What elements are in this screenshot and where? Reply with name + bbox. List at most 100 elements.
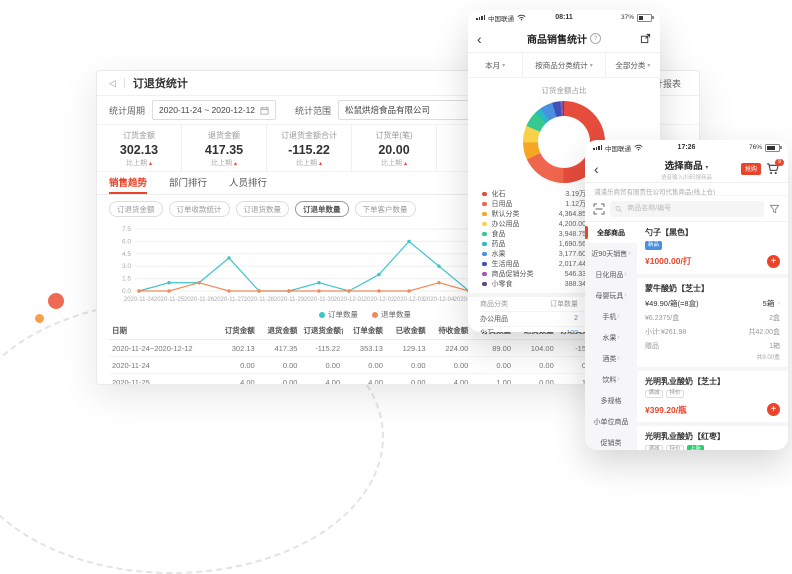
metric-chip[interactable]: 订退货金额 [109,201,163,217]
table-row[interactable]: 化石100 [480,327,648,332]
column-header[interactable]: 日期 [109,321,215,340]
column-header[interactable]: 订货金额 [215,321,258,340]
metric-chip[interactable]: 订退货数量 [235,201,289,217]
tab[interactable]: 销售趋势 [109,172,148,194]
category-legend-row[interactable]: 食品 3,948.75 [482,229,586,239]
share-icon[interactable] [640,33,651,44]
add-to-cart-button[interactable]: + [767,254,780,268]
category-legend-row[interactable]: 商品促销分类 546.33 [482,269,586,279]
divider [123,78,125,88]
back-icon[interactable]: ‹ [477,30,482,47]
cart-icon[interactable]: 9 [766,158,784,175]
chevron-down-icon: ▾ [502,62,506,69]
table-row[interactable]: 办公用品 2 [480,312,648,327]
table-cell: 0.00 [471,356,515,374]
filter-dropdown[interactable]: 全部分类 ▾ [615,60,651,70]
sidebar-item[interactable]: 日化用品 › [585,264,637,285]
product-card[interactable]: 勺子【黑色】 新品 ¥1000.00/打 + [637,222,788,278]
sidebar-item[interactable]: 促销类 [585,432,637,450]
table-cell: 0.00 [215,356,258,374]
carrier-label: 中国联通 [488,15,514,23]
section-title: 订货金额占比 [541,86,587,95]
category-value: 4,200.00 [558,220,586,228]
legend-item[interactable]: 订单数量 [319,309,358,320]
table-row[interactable]: 2020-11-24~2020-12-12 302.13 417.35 -115.22… [109,339,685,357]
sidebar-item[interactable]: 多规格 [585,390,637,411]
detail-left: ¥6.2375/盒 [645,314,680,322]
category-legend-row[interactable]: 水果 3,177.60 [482,249,586,259]
category-value: 3,948.75 [558,230,586,238]
category-color-dot [482,211,487,217]
sidebar-item[interactable]: 小单位商品 [585,411,637,432]
category-value: 1.12万 [565,201,586,208]
tab[interactable]: 部门排行 [169,178,208,189]
promo-badge[interactable]: 抢购 [740,162,761,175]
table-cell: 129.13 [385,339,429,357]
scan-icon[interactable] [593,203,605,215]
sidebar-item-label: 全部商品 [597,229,625,237]
sidebar-item[interactable]: 全部商品 [585,222,637,243]
column-header[interactable]: 退货金额 [257,321,301,340]
category-name: 默认分类 [491,211,520,218]
back-icon[interactable]: ◁ [109,77,116,88]
svg-text:1.5: 1.5 [122,276,131,283]
add-to-cart-button[interactable]: + [767,403,780,416]
back-icon[interactable]: ‹ [594,160,599,177]
goods-body: 全部商品 近90天销售 › 日化用品 › 母婴玩具 › 手机 › 水果 › 酒类 › 饮料 ›… [585,222,788,450]
stat-compare: 比上期 ▴ [126,160,152,167]
metric-chip[interactable]: 订单收款统计 [168,201,230,217]
category-legend-row[interactable]: 办公用品 4,200.00 [482,219,586,229]
sidebar-item[interactable]: 手机 › [585,306,637,327]
column-header[interactable]: 已收金额 [385,321,429,340]
sidebar-item[interactable]: 近90天销售 › [585,243,637,264]
column-header: 订单数量 [550,301,578,308]
tab[interactable]: 人员排行 [229,178,268,189]
product-card[interactable]: 蒙牛酸奶【芝士】 ¥49.90/箱(=8盒) 5箱 › ¥6.2375/盒 2盒… [637,278,788,371]
svg-text:2020-11-25: 2020-11-25 [154,297,185,303]
category-legend-row[interactable]: 生活用品 2,017.44 [482,259,586,269]
sidebar-item[interactable]: 母婴玩具 › [585,285,637,306]
help-icon[interactable]: ? [590,33,601,44]
sidebar-item[interactable]: 水果 › [585,327,637,348]
svg-text:3.0: 3.0 [122,263,131,270]
svg-text:7.5: 7.5 [122,226,131,233]
column-header[interactable]: 订退货金额合计 [300,321,344,340]
category-legend-row[interactable]: 默认分类 4,364.85 [482,209,586,219]
cart-count-badge: 9 [775,158,784,166]
table-cell: 4.00 [428,373,472,384]
filter-dropdown[interactable]: 本月 ▾ [468,53,524,77]
category-legend-row[interactable]: 小零食 388.34 [482,279,586,289]
product-detail-row[interactable]: ¥49.90/箱(=8盒) 5箱 › [645,298,780,309]
product-card[interactable]: 光明乳业酸奶【芝士】 满减 特价 ¥399.20/瓶 + [637,371,788,426]
column-header[interactable]: 待收金额 [428,321,472,340]
product-detail-row[interactable]: ¥6.2375/盒 2盒 [645,313,780,323]
category-legend-row[interactable]: 化石 3.19万 [482,189,586,199]
page-title: 订退货统计 [132,78,188,90]
category-legend-row[interactable]: 药品 1,690.56 [482,239,586,249]
svg-text:2020-11-24: 2020-11-24 [124,297,155,303]
column-header[interactable]: 订单金额 [343,321,386,340]
category-legend-row[interactable]: 日用品 1.12万 [482,199,586,209]
product-name: 勺子【黑色】 [645,228,693,237]
search-row [585,196,788,222]
category-color-dot [482,281,487,287]
legend-item[interactable]: 退单数量 [372,309,411,320]
filter-dropdown[interactable]: 按商品分类统计 ▾ [523,53,606,77]
product-detail-row[interactable]: 小计:¥261.98 共42.00盒 [645,327,780,337]
period-range-input[interactable]: 2020-11-24 ~ 2020-12-12 [152,100,277,120]
filter-funnel-icon[interactable] [769,204,780,214]
trend-up-icon: ▴ [403,161,407,167]
product-detail-row[interactable]: 赠品 1箱 共9.00盒 [645,341,780,361]
sidebar-item[interactable]: 饮料 › [585,369,637,390]
metric-chip[interactable]: 订退单数量 [295,201,349,217]
trend-up-icon: ▴ [233,161,237,167]
product-tag: 新品 [645,241,663,250]
metric-chip[interactable]: 下单客户数量 [354,201,416,217]
sidebar-item[interactable]: 酒类 › [585,348,637,369]
search-input[interactable] [625,204,759,213]
product-card[interactable]: 光明乳业酸奶【红枣】 满减 特价 上新 [637,426,788,450]
chevron-down-icon: ▾ [589,62,593,69]
stat-label: 订退货金额合计 [281,131,337,140]
table-cell: 353.13 [343,339,386,357]
battery-icon [765,143,782,152]
